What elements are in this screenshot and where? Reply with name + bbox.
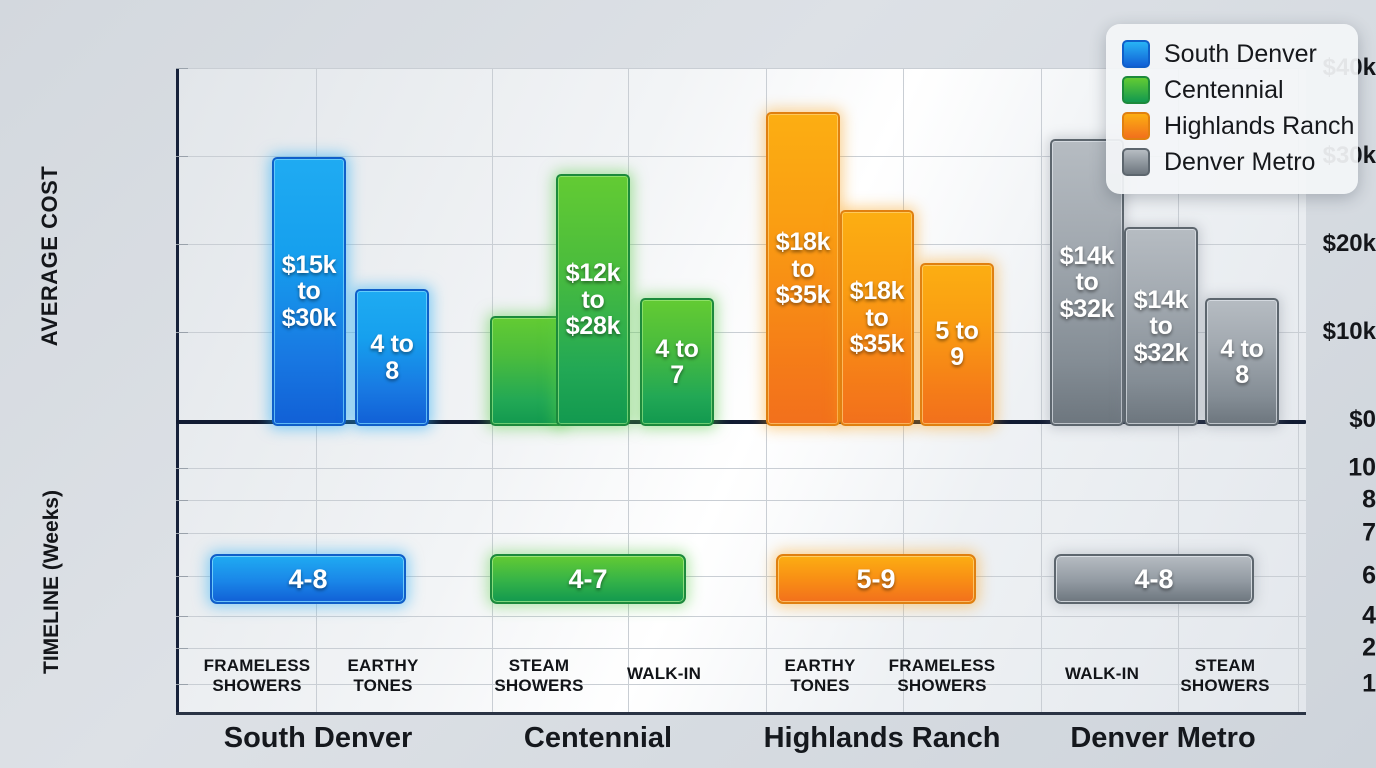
bar-denver-metro-steam-showers[interactable]: $14k to $32k	[1124, 227, 1198, 426]
sublabel-line: TONES	[353, 675, 413, 695]
cost-tick-10k: $10k	[1322, 318, 1376, 345]
legend-item-centennial[interactable]: Centennial	[1122, 72, 1342, 108]
bar-value-label: $18k to $35k	[775, 228, 831, 310]
legend-swatch-icon	[1122, 40, 1150, 68]
legend-label: Denver Metro	[1164, 147, 1316, 176]
timeline-gridline-10	[176, 468, 1306, 469]
timeline-axis-title: TIMELINE (Weeks)	[40, 490, 63, 674]
y-axis-line	[176, 68, 179, 714]
bar-south-denver-frameless-showers[interactable]: $15k to $30k	[272, 156, 346, 426]
sublabel-south-denver-1: FRAMELESS SHOWERS	[184, 656, 330, 695]
timeline-pill-centennial[interactable]: 4-7	[490, 554, 686, 604]
sublabel-line: SHOWERS	[494, 675, 584, 695]
zero-baseline	[176, 420, 1306, 424]
bar-value-label: $12k to $28k	[565, 259, 621, 341]
bar-value-label: 5 to 9	[935, 316, 979, 372]
bar-denver-metro-third[interactable]: 4 to 8	[1205, 298, 1279, 426]
timeline-gridline-6	[176, 576, 1306, 577]
sublabel-line: EARTHY	[784, 656, 856, 675]
bar-centennial-walk-in[interactable]: 4 to 7	[640, 298, 714, 426]
bar-highlands-ranch-earthy-tones[interactable]: $18k to $35k	[766, 112, 840, 426]
sublabel-line: FRAMELESS	[203, 656, 311, 675]
legend-label: South Denver	[1164, 39, 1317, 68]
legend-swatch-icon	[1122, 112, 1150, 140]
sublabel-line: EARTHY	[347, 656, 419, 675]
timeline-pill-highlands-ranch[interactable]: 5-9	[776, 554, 976, 604]
group-label-highlands-ranch: Highlands Ranch	[763, 722, 1001, 754]
cost-axis-title: AVERAGE COST	[37, 165, 62, 347]
timeline-tick-7: 7	[1362, 518, 1376, 547]
sublabel-line: FRAMELESS	[888, 656, 996, 675]
group-label-denver-metro: Denver Metro	[1070, 722, 1256, 754]
vertical-gridline	[1298, 68, 1299, 714]
legend-swatch-icon	[1122, 76, 1150, 104]
timeline-tick-8: 8	[1362, 485, 1376, 514]
cost-tick-20k: $20k	[1322, 230, 1376, 257]
legend: South Denver Centennial Highlands Ranch …	[1106, 24, 1358, 194]
legend-swatch-icon	[1122, 148, 1150, 176]
timeline-tick-10: 10	[1348, 453, 1376, 482]
bar-value-label: 4 to 8	[1220, 334, 1264, 390]
bar-value-label: 4 to 7	[655, 334, 699, 390]
sublabel-line: TONES	[790, 675, 850, 695]
timeline-tick-1: 1	[1362, 669, 1376, 698]
legend-item-highlands-ranch[interactable]: Highlands Ranch	[1122, 108, 1354, 144]
timeline-gridline-1	[176, 684, 1306, 685]
timeline-tick-6: 6	[1362, 561, 1376, 590]
timeline-tick-2: 2	[1362, 633, 1376, 662]
sublabel-highlands-ranch-1: EARTHY TONES	[748, 656, 892, 695]
sublabel-line: SHOWERS	[897, 675, 987, 695]
timeline-gridline-8	[176, 500, 1306, 501]
sublabel-centennial-1: STEAM SHOWERS	[466, 656, 612, 695]
cost-tick-0: $0	[1349, 406, 1376, 433]
sublabel-line: SHOWERS	[1180, 675, 1270, 695]
sublabel-line: STEAM	[508, 656, 570, 675]
sublabel-line: SHOWERS	[212, 675, 302, 695]
legend-item-denver-metro[interactable]: Denver Metro	[1122, 144, 1342, 180]
legend-label: Highlands Ranch	[1164, 111, 1355, 140]
bar-value-label: $15k to $30k	[281, 250, 337, 332]
bar-centennial-steam-showers[interactable]	[490, 315, 564, 426]
timeline-pill-denver-metro[interactable]: 4-8	[1054, 554, 1254, 604]
bar-south-denver-earthy-tones[interactable]: 4 to 8	[355, 289, 429, 426]
bar-value-label: $18k to $35k	[849, 277, 905, 359]
bar-value-label: $14k to $32k	[1059, 241, 1115, 323]
timeline-gridline-7	[176, 533, 1306, 534]
cost-gridline-20k	[176, 244, 1306, 245]
cost-gridline-40k	[176, 68, 1306, 69]
timeline-tick-4: 4	[1362, 601, 1376, 630]
bar-highlands-ranch-third[interactable]: 5 to 9	[920, 262, 994, 426]
legend-label: Centennial	[1164, 75, 1284, 104]
timeline-gridline-2	[176, 648, 1306, 649]
sublabel-highlands-ranch-2: FRAMELESS SHOWERS	[868, 656, 1016, 695]
bar-value-label: 4 to 8	[370, 330, 414, 385]
bar-value-label: $14k to $32k	[1133, 285, 1189, 367]
sublabel-denver-metro-2: STEAM SHOWERS	[1152, 656, 1298, 695]
cost-gridline-30k	[176, 156, 1306, 157]
cost-gridline-10k	[176, 332, 1306, 333]
group-label-centennial: Centennial	[523, 722, 673, 754]
sublabel-south-denver-2: EARTHY TONES	[320, 656, 446, 695]
sublabel-centennial-3: WALK-IN	[600, 664, 728, 684]
bar-highlands-ranch-frameless-showers[interactable]: $18k to $35k	[840, 209, 914, 426]
timeline-pill-south-denver[interactable]: 4-8	[210, 554, 406, 604]
timeline-gridline-4	[176, 616, 1306, 617]
x-axis-line	[176, 712, 1306, 715]
bar-centennial-second[interactable]: $12k to $28k	[556, 174, 630, 426]
legend-item-south-denver[interactable]: South Denver	[1122, 36, 1342, 72]
sublabel-line: WALK-IN	[1064, 664, 1140, 683]
vertical-gridline	[1041, 68, 1042, 714]
sublabel-denver-metro-1: WALK-IN	[1038, 664, 1166, 684]
sublabel-line: WALK-IN	[626, 664, 702, 683]
sublabel-line: STEAM	[1194, 656, 1256, 675]
group-label-south-denver: South Denver	[223, 722, 413, 754]
